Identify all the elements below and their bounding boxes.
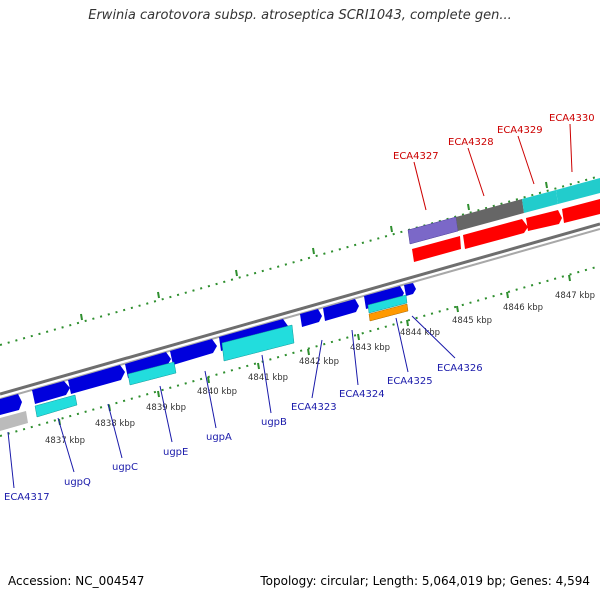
- gene-label: ECA4326: [437, 363, 483, 374]
- scale-label: 4845 kbp: [452, 316, 492, 326]
- accession-text: Accession: NC_004547: [8, 574, 145, 588]
- gene-label: ugpA: [206, 432, 232, 443]
- gene-label: ECA4324: [339, 389, 385, 400]
- feature-cyan-upper[interactable]: [522, 178, 600, 213]
- gene-label: ECA4323: [291, 402, 337, 413]
- feature-orange[interactable]: [368, 303, 409, 322]
- scale-label: 4846 kbp: [503, 303, 543, 313]
- gene-label: ECA4325: [387, 376, 433, 387]
- gene-labels-lower[interactable]: ECA4317 ugpQ ugpC ugpE ugpA ugpB ECA4323…: [4, 363, 483, 503]
- gene-label: ugpE: [163, 447, 188, 458]
- scale-label: 4841 kbp: [248, 373, 288, 383]
- gene-label: ugpQ: [64, 477, 91, 488]
- gene-label: ECA4317: [4, 492, 50, 503]
- upper-major-ticks: [80, 181, 548, 321]
- scale-label: 4838 kbp: [95, 419, 135, 429]
- scale-label: 4839 kbp: [146, 403, 186, 413]
- feature-cyan-lower[interactable]: [34, 294, 408, 418]
- upper-tick-track: [0, 175, 600, 346]
- upper-leader-lines: [413, 123, 573, 211]
- feature-grey[interactable]: [456, 199, 524, 231]
- gene-label: ugpC: [112, 462, 138, 473]
- topology-text: Topology: circular; Length: 5,064,019 bp…: [260, 574, 590, 588]
- reverse-cds-upper[interactable]: [412, 199, 600, 262]
- gene-label: ECA4327: [393, 151, 439, 162]
- gene-label: ECA4328: [448, 137, 494, 148]
- gene-label: ugpB: [261, 417, 287, 428]
- gene-labels-upper[interactable]: ECA4327 ECA4328 ECA4329 ECA4330: [393, 113, 595, 162]
- lower-leader-lines: [7, 315, 456, 489]
- scale-label: 4843 kbp: [350, 343, 390, 353]
- gene-label: ECA4330: [549, 113, 595, 124]
- scale-label: 4844 kbp: [400, 328, 440, 338]
- feature-grey-lower[interactable]: [0, 411, 28, 431]
- scale-label: 4847 kbp: [555, 291, 595, 301]
- gene-label: ECA4329: [497, 125, 543, 136]
- map-title: Erwinia carotovora subsp. atroseptica SC…: [88, 8, 512, 23]
- scale-label: 4842 kbp: [299, 357, 339, 367]
- scale-label: 4840 kbp: [197, 387, 237, 397]
